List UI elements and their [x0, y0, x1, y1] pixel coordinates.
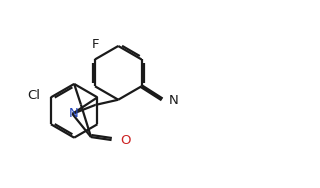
- Text: O: O: [120, 133, 130, 146]
- Text: F: F: [92, 38, 100, 51]
- Text: N: N: [68, 107, 78, 120]
- Text: Cl: Cl: [28, 89, 40, 102]
- Text: N: N: [169, 94, 179, 107]
